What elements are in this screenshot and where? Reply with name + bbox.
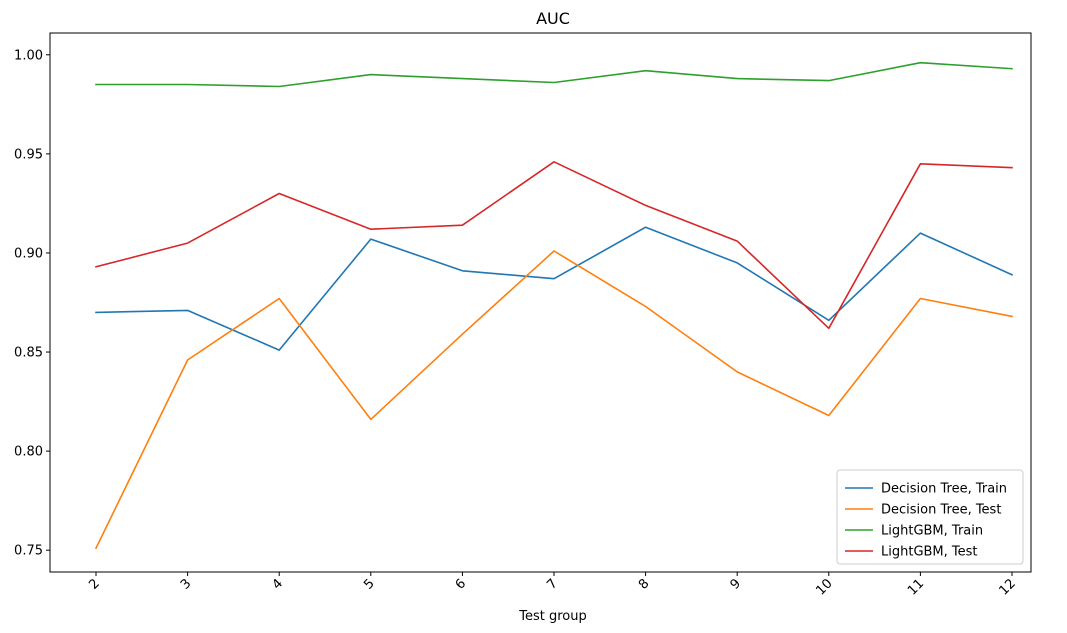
y-tick-label: 0.80 — [14, 445, 43, 460]
series-line — [94, 250, 1013, 550]
plot-area: 0.750.800.850.900.951.002 3 4 5 6 7 8 9 10 11 12De… — [14, 32, 1032, 599]
series-line — [95, 61, 1013, 88]
y-tick-label: 0.75 — [14, 544, 43, 559]
series-line — [95, 226, 1014, 351]
legend-entry: LightGBM, Train — [881, 524, 983, 539]
legend-entry: Decision Tree, Train — [881, 482, 1007, 497]
y-tick-label: 0.95 — [14, 147, 43, 162]
x-axis-label: Test group — [518, 609, 587, 624]
legend-box — [836, 469, 1024, 565]
chart-title: AUC — [536, 9, 570, 28]
plot-frame — [49, 32, 1032, 573]
y-tick-label: 1.00 — [14, 48, 43, 63]
legend-entry: LightGBM, Test — [881, 545, 978, 560]
series-line — [95, 161, 1013, 330]
y-tick-label: 0.85 — [14, 346, 43, 361]
legend-entry: Decision Tree, Test — [881, 503, 1001, 518]
y-tick-label: 0.90 — [14, 246, 43, 261]
